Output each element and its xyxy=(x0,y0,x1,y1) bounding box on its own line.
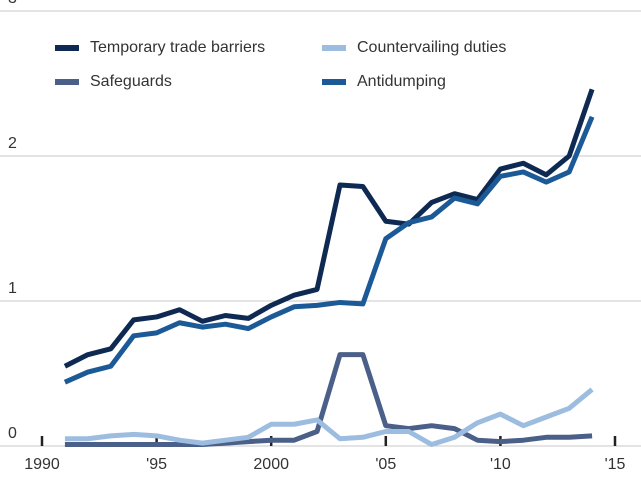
legend-label: Antidumping xyxy=(357,73,446,90)
y-tick-label: 0 xyxy=(8,425,17,442)
legend-item: Countervailing duties xyxy=(322,39,506,56)
y-tick-label: 3 xyxy=(8,0,17,7)
series-line xyxy=(63,88,595,369)
legend-item: Safeguards xyxy=(55,73,172,90)
y-tick-label: 1 xyxy=(8,280,17,297)
x-tick-label: 2000 xyxy=(253,456,289,473)
x-tick-label: 1990 xyxy=(24,456,60,473)
series-line xyxy=(63,115,595,385)
legend-label: Safeguards xyxy=(90,73,172,90)
legend-item: Temporary trade barriers xyxy=(55,39,265,56)
x-tick-label: '15 xyxy=(605,456,626,473)
x-tick-label: '95 xyxy=(146,456,167,473)
legend-label: Temporary trade barriers xyxy=(90,39,265,56)
x-tick-label: '10 xyxy=(490,456,511,473)
series-line xyxy=(64,352,593,448)
x-tick-label: '05 xyxy=(375,456,396,473)
y-tick-label: 2 xyxy=(8,135,17,152)
legend-label: Countervailing duties xyxy=(357,39,506,56)
legend-item: Antidumping xyxy=(322,73,446,90)
series-line xyxy=(64,387,594,448)
